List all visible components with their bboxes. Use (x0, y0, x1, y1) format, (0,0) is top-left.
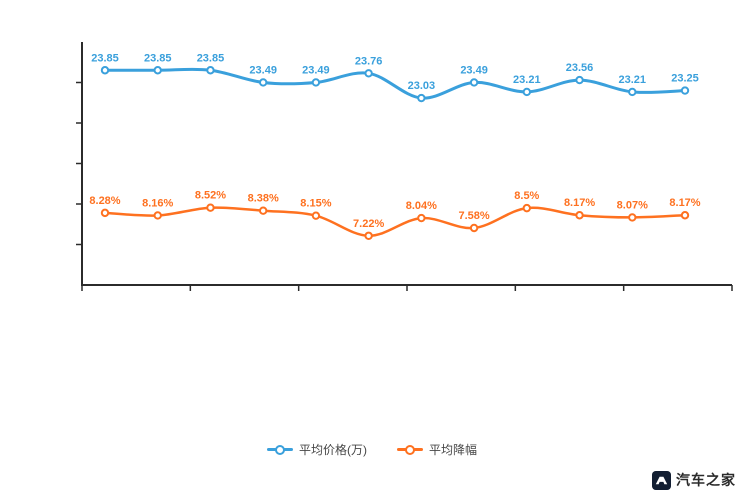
autohome-logo-icon (652, 470, 671, 490)
data-point-marker[interactable] (364, 231, 373, 240)
data-point-marker[interactable] (100, 208, 110, 218)
blue-line-marker-icon (266, 444, 293, 456)
data-point-marker[interactable] (469, 223, 479, 233)
data-point-marker[interactable] (153, 211, 162, 220)
data-point-label: 8.5% (514, 190, 539, 202)
data-point-label: 23.85 (144, 52, 172, 64)
data-point-marker[interactable] (417, 93, 426, 103)
data-point-marker[interactable] (628, 213, 637, 222)
data-point-label: 8.04% (406, 200, 437, 212)
data-point-label: 23.85 (197, 52, 225, 64)
data-point-label: 23.21 (619, 74, 647, 86)
data-point-marker[interactable] (575, 75, 584, 85)
series-line-1 (103, 206, 687, 238)
data-point-label: 8.52% (195, 190, 226, 202)
data-point-label: 8.38% (248, 193, 279, 205)
data-point-label: 8.17% (564, 197, 595, 209)
data-point-marker[interactable] (364, 69, 373, 78)
data-point-label: 8.16% (142, 197, 173, 209)
series-line-0 (103, 67, 687, 100)
data-point-label: 7.22% (353, 218, 384, 230)
legend-item-avg-price[interactable]: 平均价格(万) (266, 441, 367, 458)
data-point-marker[interactable] (258, 206, 268, 215)
data-point-marker[interactable] (206, 203, 215, 212)
data-point-label: 8.17% (669, 197, 700, 209)
data-point-marker[interactable] (575, 211, 584, 220)
data-point-label: 23.76 (355, 55, 383, 67)
data-point-label: 7.58% (458, 210, 489, 222)
orange-line-marker-icon (396, 444, 423, 456)
data-point-marker[interactable] (680, 86, 690, 95)
data-point-marker[interactable] (522, 203, 532, 213)
legend-item-avg-discount[interactable]: 平均降幅 (396, 441, 477, 458)
data-point-marker[interactable] (522, 87, 532, 97)
data-point-marker[interactable] (680, 211, 690, 220)
legend-label-avg-discount: 平均降幅 (428, 443, 477, 457)
watermark-text: 汽车之家 (676, 472, 736, 488)
data-point-label: 23.49 (302, 64, 330, 76)
data-point-marker[interactable] (100, 66, 110, 75)
data-point-marker[interactable] (311, 211, 321, 220)
data-point-marker[interactable] (206, 66, 215, 75)
data-point-marker[interactable] (469, 78, 479, 87)
data-point-marker[interactable] (417, 213, 426, 223)
data-point-label: 23.25 (671, 73, 699, 85)
trend-line-chart: 23.85 23.85 23.85 23.49 23.49 23.76 23.03 23.49… (76, 42, 733, 291)
watermark: 汽车之家 (652, 470, 736, 490)
data-point-label: 8.15% (300, 198, 331, 210)
data-point-marker[interactable] (628, 87, 637, 97)
data-point-label: 23.03 (408, 80, 436, 92)
data-point-label: 8.07% (617, 199, 648, 211)
data-point-marker[interactable] (311, 78, 321, 87)
data-point-label: 23.21 (513, 74, 541, 86)
data-point-label: 23.49 (460, 64, 488, 76)
data-point-label: 23.56 (566, 62, 594, 74)
data-point-label: 23.85 (91, 52, 119, 64)
data-point-label: 8.28% (89, 195, 120, 207)
chart-legend: 平均价格(万) 平均降幅 (0, 441, 744, 458)
data-point-marker[interactable] (153, 66, 162, 75)
data-point-label: 23.49 (249, 64, 277, 76)
legend-label-avg-price: 平均价格(万) (298, 443, 367, 457)
data-point-marker[interactable] (258, 78, 268, 87)
